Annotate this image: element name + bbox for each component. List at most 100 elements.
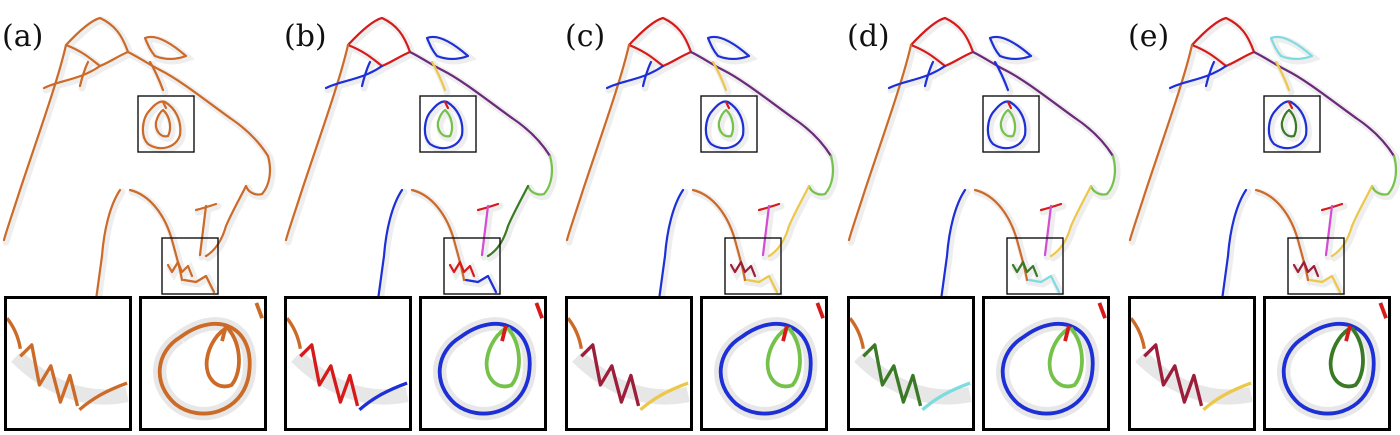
stroke-snoutEnd — [1370, 154, 1398, 196]
stroke-jawLine — [224, 184, 248, 228]
zoom-eye-inner — [484, 325, 521, 389]
stroke-back — [284, 43, 350, 242]
shadow-stroke — [376, 188, 408, 300]
shadow-stroke — [42, 64, 106, 94]
stroke-snoutTop — [1073, 116, 1115, 158]
shadow-stroke — [1324, 204, 1338, 261]
shadow-stroke — [1204, 60, 1220, 92]
zoom-eye-inner — [1047, 325, 1084, 389]
zoom-eye-a — [139, 296, 267, 431]
shadow-stroke — [94, 188, 126, 300]
shadow-stroke — [126, 50, 236, 124]
shadow-stroke — [1320, 202, 1348, 216]
stroke-eyeTick — [724, 100, 731, 110]
zoom-bottom-fingers — [862, 343, 923, 407]
stroke-headTop — [689, 50, 795, 120]
sketch-a — [2, 16, 276, 300]
stroke-fingers — [448, 260, 476, 278]
stroke-leftEye — [641, 60, 653, 88]
shadow-stroke — [78, 60, 94, 92]
stroke-headTop — [408, 50, 514, 120]
shadow-stroke — [448, 256, 480, 282]
inset-box-bottom — [1287, 237, 1345, 295]
stroke-throat — [711, 60, 728, 92]
shadow-stroke — [729, 256, 761, 282]
panel-label-e: (e) — [1128, 19, 1170, 54]
stroke-fingers — [166, 260, 194, 278]
shadow-stroke — [565, 43, 635, 246]
zoom-eye-tick — [1063, 325, 1071, 342]
stroke-eyeOuter — [704, 100, 745, 150]
shadow-stroke — [506, 184, 534, 232]
zoom-bottom-b — [284, 296, 412, 431]
shadow-stroke — [971, 50, 1081, 124]
panel-label-d: (d) — [847, 19, 890, 54]
zoom-eye-d — [982, 296, 1110, 431]
stroke-eyeOuter — [141, 100, 182, 150]
shadow-stroke — [2, 43, 72, 246]
stroke-snoutTop — [791, 116, 833, 158]
inset-box-eye — [982, 95, 1040, 153]
panel-label-a: (a) — [2, 19, 44, 54]
stroke-leftEye — [1204, 60, 1216, 88]
stroke-dashR2 — [198, 204, 208, 257]
stroke-jawLine — [787, 184, 811, 228]
stroke-jawLine — [506, 184, 530, 228]
sketch-shadow — [284, 16, 558, 300]
shadow-stroke — [605, 64, 669, 94]
zoom-eye-outer — [437, 321, 532, 416]
stroke-snoutEnd — [526, 154, 554, 196]
stroke-fingers — [1292, 260, 1320, 278]
stroke-eyeInner — [1280, 108, 1298, 138]
shadow-stroke — [1292, 256, 1324, 282]
zoom-eye-b — [419, 296, 547, 431]
stroke-fingers2 — [1308, 274, 1342, 294]
zoom-eye-edge — [815, 302, 825, 319]
shadow-stroke — [360, 60, 376, 92]
inset-box-eye — [137, 95, 195, 153]
stroke-neckInner — [605, 64, 665, 90]
stroke-earRight — [706, 35, 751, 61]
sketch-shadow — [847, 16, 1121, 300]
stroke-snoutTop — [228, 116, 270, 158]
zoom-bottom-left — [568, 317, 583, 350]
zoom-bottom-left — [850, 317, 865, 350]
shadow-stroke — [1043, 204, 1057, 261]
shadow-stroke — [480, 204, 494, 261]
zoom-eye-inner — [765, 325, 802, 389]
shadow-stroke — [486, 224, 514, 262]
zoom-bottom-tail — [358, 381, 408, 411]
shadow-stroke — [408, 50, 518, 124]
zoom-eye-edge — [534, 302, 544, 319]
zoom-bottom-tail — [921, 381, 971, 411]
shadow-stroke — [476, 202, 504, 216]
stroke-eyeTick — [1006, 100, 1013, 110]
stroke-back — [847, 43, 913, 242]
panel-e: (e) — [1126, 0, 1400, 435]
shadow-stroke — [1220, 188, 1252, 300]
panel-label-b: (b) — [284, 19, 327, 54]
inset-box-eye — [700, 95, 758, 153]
shadow-stroke — [641, 60, 657, 92]
shadow-stroke — [194, 202, 222, 216]
stroke-snoutTop — [1354, 116, 1396, 158]
stroke-dashR2 — [761, 204, 771, 257]
shadow-stroke — [1350, 184, 1378, 232]
zoom-eye-c — [700, 296, 828, 431]
stroke-eyeInner — [999, 108, 1017, 138]
stroke-earRight — [425, 35, 470, 61]
zoom-eye-tick — [220, 325, 228, 342]
stroke-throat — [993, 60, 1010, 92]
stroke-leftEye — [78, 60, 90, 88]
shadow-stroke — [1168, 64, 1232, 94]
zoom-eye-tick — [781, 325, 789, 342]
stroke-snoutEnd — [244, 154, 272, 196]
shadow-stroke — [166, 256, 198, 282]
shadow-stroke — [939, 188, 971, 300]
stroke-headTop — [971, 50, 1077, 120]
shadow-stroke — [346, 16, 417, 72]
zoom-bottom-tail — [1202, 381, 1252, 411]
zoom-eye-edge — [1378, 302, 1388, 319]
zoom-bottom-d — [847, 296, 975, 431]
sketch-d — [847, 16, 1121, 300]
